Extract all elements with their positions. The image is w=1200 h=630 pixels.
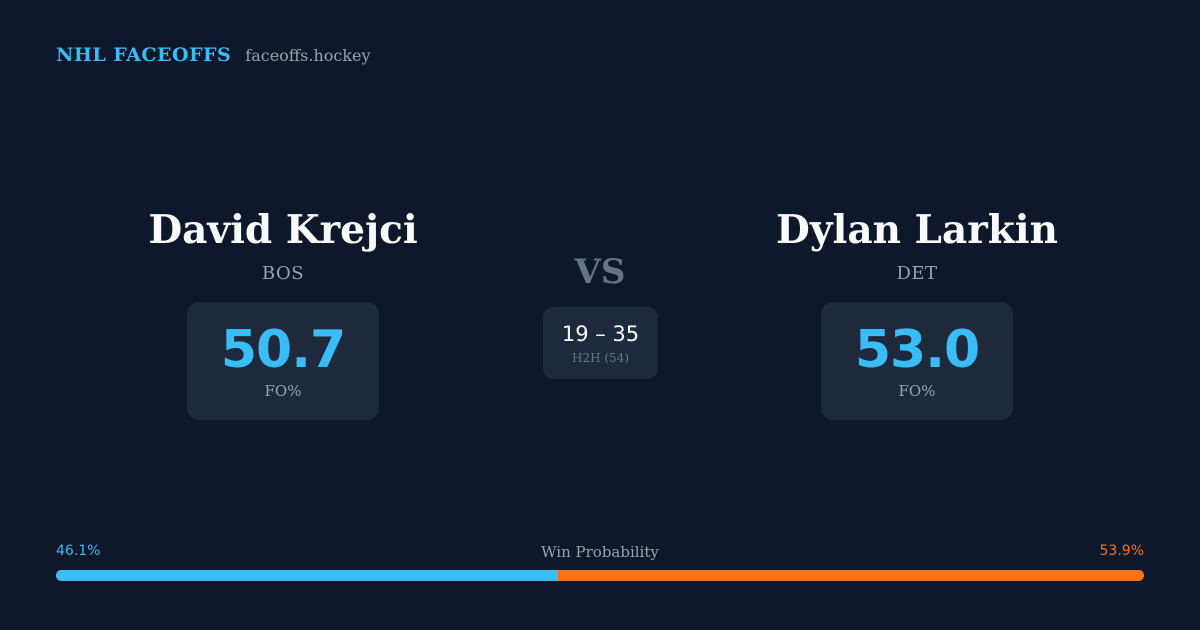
brand-name: NHL FACEOFFS: [56, 44, 232, 66]
player-right-team: DET: [896, 263, 938, 284]
brand-domain: faceoffs.hockey: [245, 46, 371, 65]
player-right-fo-label: FO%: [898, 382, 936, 400]
brand-header: NHL FACEOFFS faceoffs.hockey: [56, 44, 371, 76]
player-left-name: David Krejci: [148, 207, 418, 253]
player-left-fo-label: FO%: [264, 382, 302, 400]
win-probability-bar-right: [557, 570, 1144, 581]
player-right-fo-value: 53.0: [854, 320, 980, 380]
player-left-fo-value: 50.7: [220, 320, 346, 380]
player-left-team: BOS: [261, 263, 305, 284]
player-left-fo-card: 50.7 FO%: [186, 302, 380, 420]
versus-label: VS: [574, 252, 626, 292]
head-to-head-label: H2H (54): [571, 350, 629, 365]
win-probability-right-label: 53.9%: [1099, 543, 1144, 559]
player-left: David Krejci BOS 50.7 FO%: [43, 205, 523, 420]
player-right-fo-card: 53.0 FO%: [820, 302, 1014, 420]
win-probability-bar: [56, 570, 1144, 581]
win-probability-title: Win Probability: [541, 543, 659, 561]
player-right-name: Dylan Larkin: [776, 207, 1058, 253]
win-probability-labels: 46.1% Win Probability 53.9%: [56, 543, 1144, 563]
head-to-head-score: 19 – 35: [561, 321, 640, 346]
win-probability-left-label: 46.1%: [56, 543, 101, 559]
head-to-head-card: 19 – 35 H2H (54): [543, 307, 658, 379]
win-probability-bar-left: [56, 570, 558, 581]
player-right: Dylan Larkin DET 53.0 FO%: [677, 205, 1157, 420]
